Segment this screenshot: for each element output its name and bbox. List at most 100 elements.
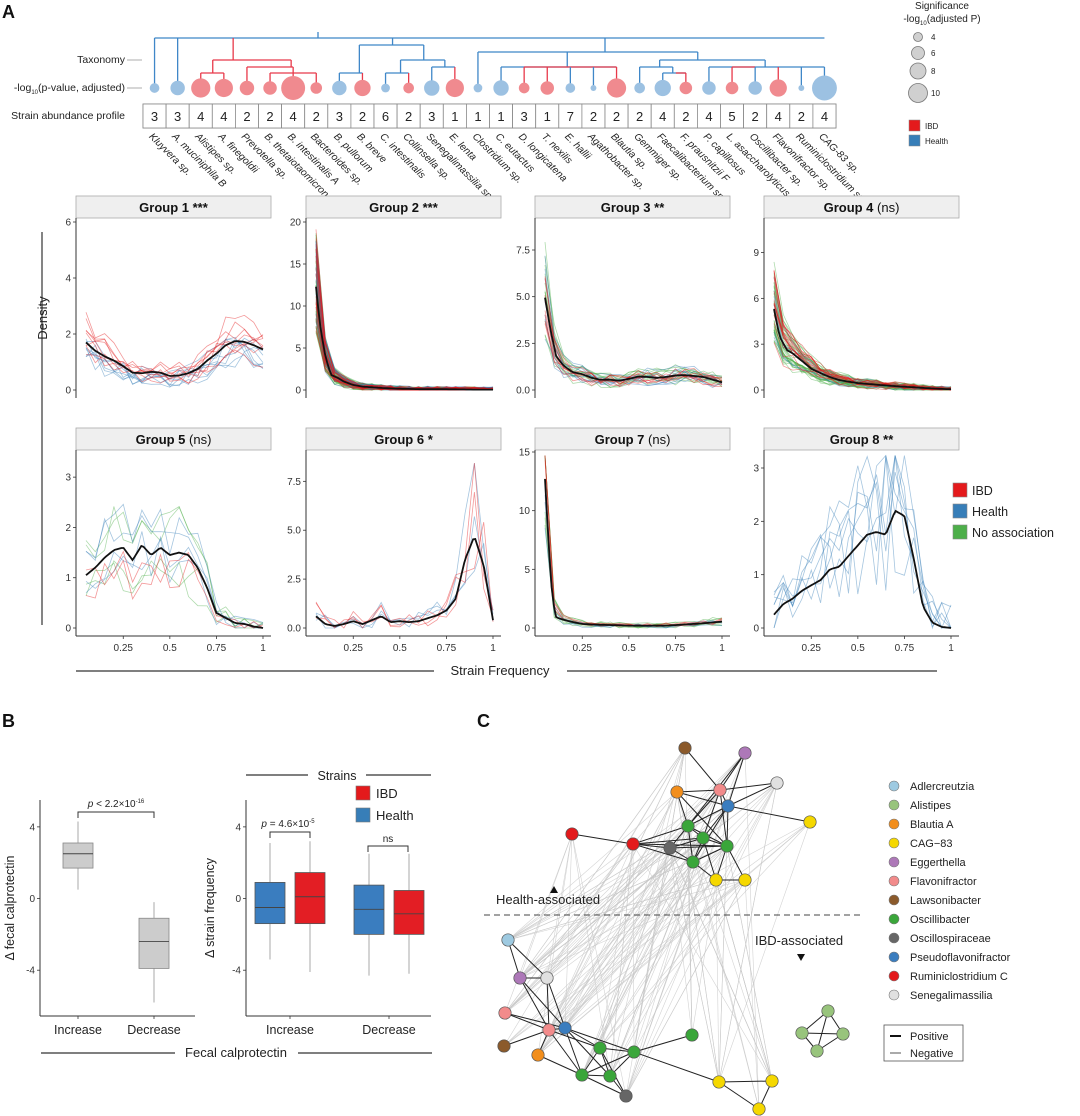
strain-density-line <box>85 558 264 629</box>
y-tick-label: 2 <box>753 517 759 528</box>
strain-density-line <box>85 341 264 386</box>
panel-letter-c: C <box>477 711 490 731</box>
strain-density-line <box>315 240 494 391</box>
strain-density-line <box>315 306 494 391</box>
positive-edge <box>632 825 689 845</box>
strain-density-line <box>85 503 264 629</box>
network-node <box>810 1044 824 1058</box>
x-tick-label: 0.5 <box>163 643 177 654</box>
strain-density-line <box>315 241 494 391</box>
strain-density-line <box>315 240 494 391</box>
negative-edge <box>504 752 746 1014</box>
negative-edge <box>744 879 760 1110</box>
positive-edge <box>564 1027 583 1076</box>
y-tick-label: 5.0 <box>516 292 530 303</box>
negative-edge <box>503 845 728 1047</box>
positive-edge <box>692 805 729 863</box>
pvalue-annotation: p = 4.6×10-5 <box>260 819 315 830</box>
network-node <box>558 1021 572 1035</box>
strain-density-line <box>315 462 494 629</box>
strain-density-line <box>315 251 493 391</box>
mean-density-curve <box>544 297 723 384</box>
network-node <box>670 785 684 799</box>
significance-circle <box>679 81 693 95</box>
positive-edge <box>548 1029 583 1076</box>
abundance-profile-row: 3 3 4 4 2 2 4 2 3 2 6 2 3 1 1 1 3 1 7 2 2 2 4 2 4 5 2 4 2 4 <box>142 103 837 129</box>
density-legend-label: IBD <box>972 484 993 498</box>
network-node <box>603 1069 617 1083</box>
positive-edge <box>519 977 550 1031</box>
facet-title: Group 8 ** <box>830 432 895 447</box>
significance-circle <box>493 80 509 96</box>
positive-edge <box>571 833 634 845</box>
up-triangle-icon <box>550 886 558 893</box>
significance-legend-circle <box>909 62 927 80</box>
network-node <box>678 741 692 755</box>
abundance-profile-value: 2 <box>613 109 620 124</box>
significance-circle <box>634 82 645 94</box>
strain-density-line <box>85 347 264 387</box>
positive-edge <box>633 1051 720 1083</box>
strain-density-line <box>773 329 952 391</box>
genus-legend-label: CAG−83 <box>910 838 953 850</box>
y-tick-label: 15 <box>290 260 302 271</box>
negative-edge <box>581 847 671 1076</box>
facet-strip <box>534 195 731 219</box>
y-tick-label: 5.0 <box>287 526 301 537</box>
association-label: Health <box>925 137 948 146</box>
strain-density-line <box>315 279 493 391</box>
strain-density-line <box>773 455 951 629</box>
negative-edge <box>684 747 693 1036</box>
negative-edge <box>571 833 627 1097</box>
facet-title: Group 4 (ns) <box>824 200 900 215</box>
y-tick-label: 10 <box>519 506 531 517</box>
abundance-profile-value: 1 <box>451 109 458 124</box>
mean-density-curve <box>315 538 494 627</box>
mean-density-curve <box>773 509 952 629</box>
y-tick-label: 5 <box>295 344 301 355</box>
strain-density-line <box>773 292 952 391</box>
positive-edge <box>564 1027 611 1077</box>
significance-legend-circle <box>911 46 925 60</box>
strain-density-line <box>315 543 494 629</box>
abundance-profile-cell <box>812 103 837 129</box>
negative-edge <box>687 825 760 1110</box>
significance-circle <box>149 83 160 93</box>
strain-density-line <box>544 298 723 386</box>
network-node <box>765 1074 779 1088</box>
y-tick-label: 1 <box>753 570 759 581</box>
significance-circle <box>725 81 739 95</box>
genus-legend-swatch <box>888 856 900 868</box>
network-node <box>627 1045 641 1059</box>
significance-bracket <box>269 831 311 838</box>
y-tick-label: -4 <box>232 966 241 977</box>
negative-edges <box>503 747 811 1110</box>
network-node <box>575 1068 589 1082</box>
y-tick-label: 1 <box>65 573 71 584</box>
strain-density-line <box>315 249 494 391</box>
strain-density-line <box>773 342 951 391</box>
strain-density-line <box>544 282 723 382</box>
positive-edge <box>632 837 704 845</box>
y-tick-label: 4 <box>29 822 35 833</box>
network-node <box>713 783 727 797</box>
significance-legend-value: 10 <box>931 89 940 98</box>
network-node <box>803 815 817 829</box>
strain-density-line <box>544 295 723 384</box>
strain-density-line <box>773 293 952 391</box>
significance-circle <box>565 83 576 93</box>
density-facet: Group 8 ** 0 1 2 3 0.25 0.5 0.75 1 <box>753 427 960 654</box>
edge-legend-label: Positive <box>910 1031 949 1043</box>
significance-legend-circle <box>913 32 923 42</box>
network-node <box>685 1028 699 1042</box>
strain-density-line <box>773 329 952 391</box>
strain-density-line <box>544 455 723 627</box>
x-tick-label: 1 <box>719 643 725 654</box>
network-node <box>709 873 723 887</box>
strain-density-line <box>315 261 494 391</box>
strain-density-line <box>773 287 951 391</box>
negative-edge <box>564 791 678 1029</box>
y-tick-label: 4 <box>235 822 241 833</box>
strain-density-line <box>315 252 494 391</box>
density-legend-label: Health <box>972 505 1008 519</box>
